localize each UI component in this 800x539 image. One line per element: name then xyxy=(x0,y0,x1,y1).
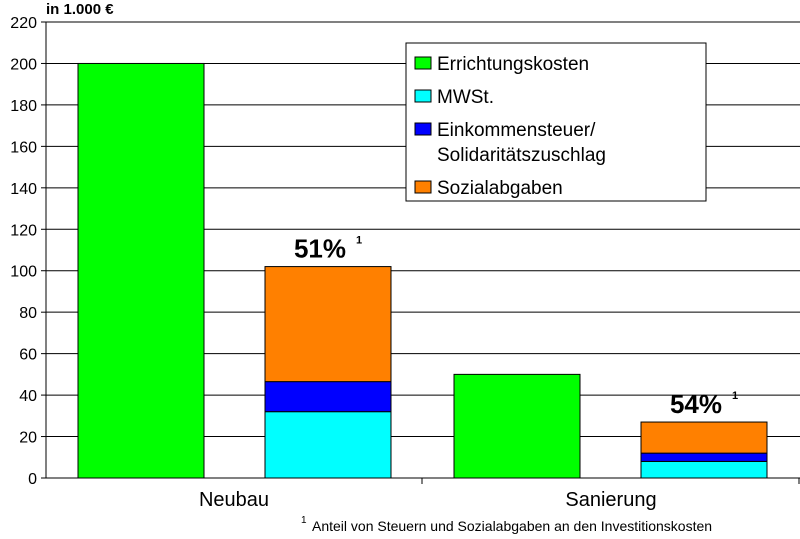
y-tick-label: 220 xyxy=(10,15,37,32)
legend-box xyxy=(405,42,707,202)
bar-segment-mwst xyxy=(640,460,768,479)
bar-segment-einkommensteuer-solidaritätszuschlag xyxy=(264,381,392,413)
legend-swatch xyxy=(414,89,432,103)
x-category-label: Sanierung xyxy=(565,489,656,511)
y-axis-ticks: 0 20 40 60 80 100 120 140 160 180 200 220 xyxy=(10,15,46,488)
bars xyxy=(77,62,768,479)
legend-label: MWSt. xyxy=(437,87,494,108)
legend-label: Sozialabgaben xyxy=(437,178,563,199)
share-percentage-label: 54% xyxy=(670,389,722,419)
y-tick-label: 80 xyxy=(19,305,37,322)
bar-segment-errichtungskosten xyxy=(453,373,581,479)
bar-segment-errichtungskosten xyxy=(77,62,205,479)
y-tick-label: 40 xyxy=(19,388,37,405)
y-tick-label: 20 xyxy=(19,430,37,447)
x-axis-category-labels: Neubau Sanierung xyxy=(199,489,657,511)
bar-segment-sozialabgaben xyxy=(640,421,768,454)
bar-segment-mwst xyxy=(264,411,392,479)
y-tick-label: 120 xyxy=(10,222,37,239)
legend-swatch xyxy=(414,180,432,194)
legend: Errichtungskosten MWSt. Einkommensteuer/So… xyxy=(405,42,707,202)
y-tick-label: 100 xyxy=(10,264,37,281)
footnote-marker: 1 xyxy=(301,515,307,526)
bar-segment-sozialabgaben xyxy=(264,266,392,383)
legend-label: Solidaritätszuschlag xyxy=(437,145,606,166)
bar-segment-einkommensteuer-solidaritätszuschlag xyxy=(640,452,768,462)
axes xyxy=(45,22,800,484)
legend-label: Errichtungskosten xyxy=(437,54,589,75)
y-tick-label: 180 xyxy=(10,98,37,115)
legend-swatch xyxy=(414,122,432,136)
footnote-marker: 1 xyxy=(732,390,738,402)
y-tick-label: 160 xyxy=(10,139,37,156)
y-tick-label: 0 xyxy=(28,471,37,488)
share-percentage-label: 51% xyxy=(294,234,346,264)
y-tick-label: 140 xyxy=(10,181,37,198)
y-axis-unit-label: in 1.000 € xyxy=(46,1,114,18)
legend-label: Einkommensteuer/ xyxy=(437,120,596,141)
y-tick-label: 200 xyxy=(10,56,37,73)
y-tick-label: 60 xyxy=(19,347,37,364)
footnote: 1 Anteil von Steuern und Sozialabgaben an… xyxy=(301,515,712,534)
x-category-label: Neubau xyxy=(199,489,269,511)
bar-annotations: 51% 1 54% 1 xyxy=(294,234,738,419)
footnote-text: Anteil von Steuern und Sozialabgaben an … xyxy=(312,518,712,534)
legend-swatch xyxy=(414,56,432,70)
footnote-marker: 1 xyxy=(356,235,362,247)
